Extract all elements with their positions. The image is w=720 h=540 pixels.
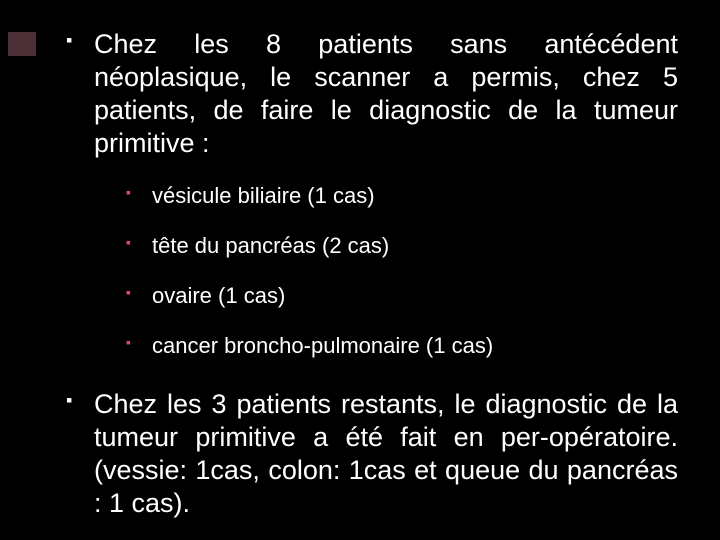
paragraph-1: Chez les 8 patients sans antécédent néop… (64, 28, 678, 160)
sub-item-2: tête du pancréas (2 cas) (126, 232, 678, 260)
sub-bullet-list: vésicule biliaire (1 cas) tête du pancré… (64, 182, 678, 361)
paragraph-2: Chez les 3 patients restants, le diagnos… (64, 388, 678, 520)
slide-content: Chez les 8 patients sans antécédent néop… (64, 28, 678, 534)
sub-item-3: ovaire (1 cas) (126, 282, 678, 310)
slide: { "colors": { "background": "#000000", "… (0, 0, 720, 540)
sub-item-1: vésicule biliaire (1 cas) (126, 182, 678, 210)
sub-item-4: cancer broncho-pulmonaire (1 cas) (126, 332, 678, 360)
accent-bar (8, 32, 36, 56)
